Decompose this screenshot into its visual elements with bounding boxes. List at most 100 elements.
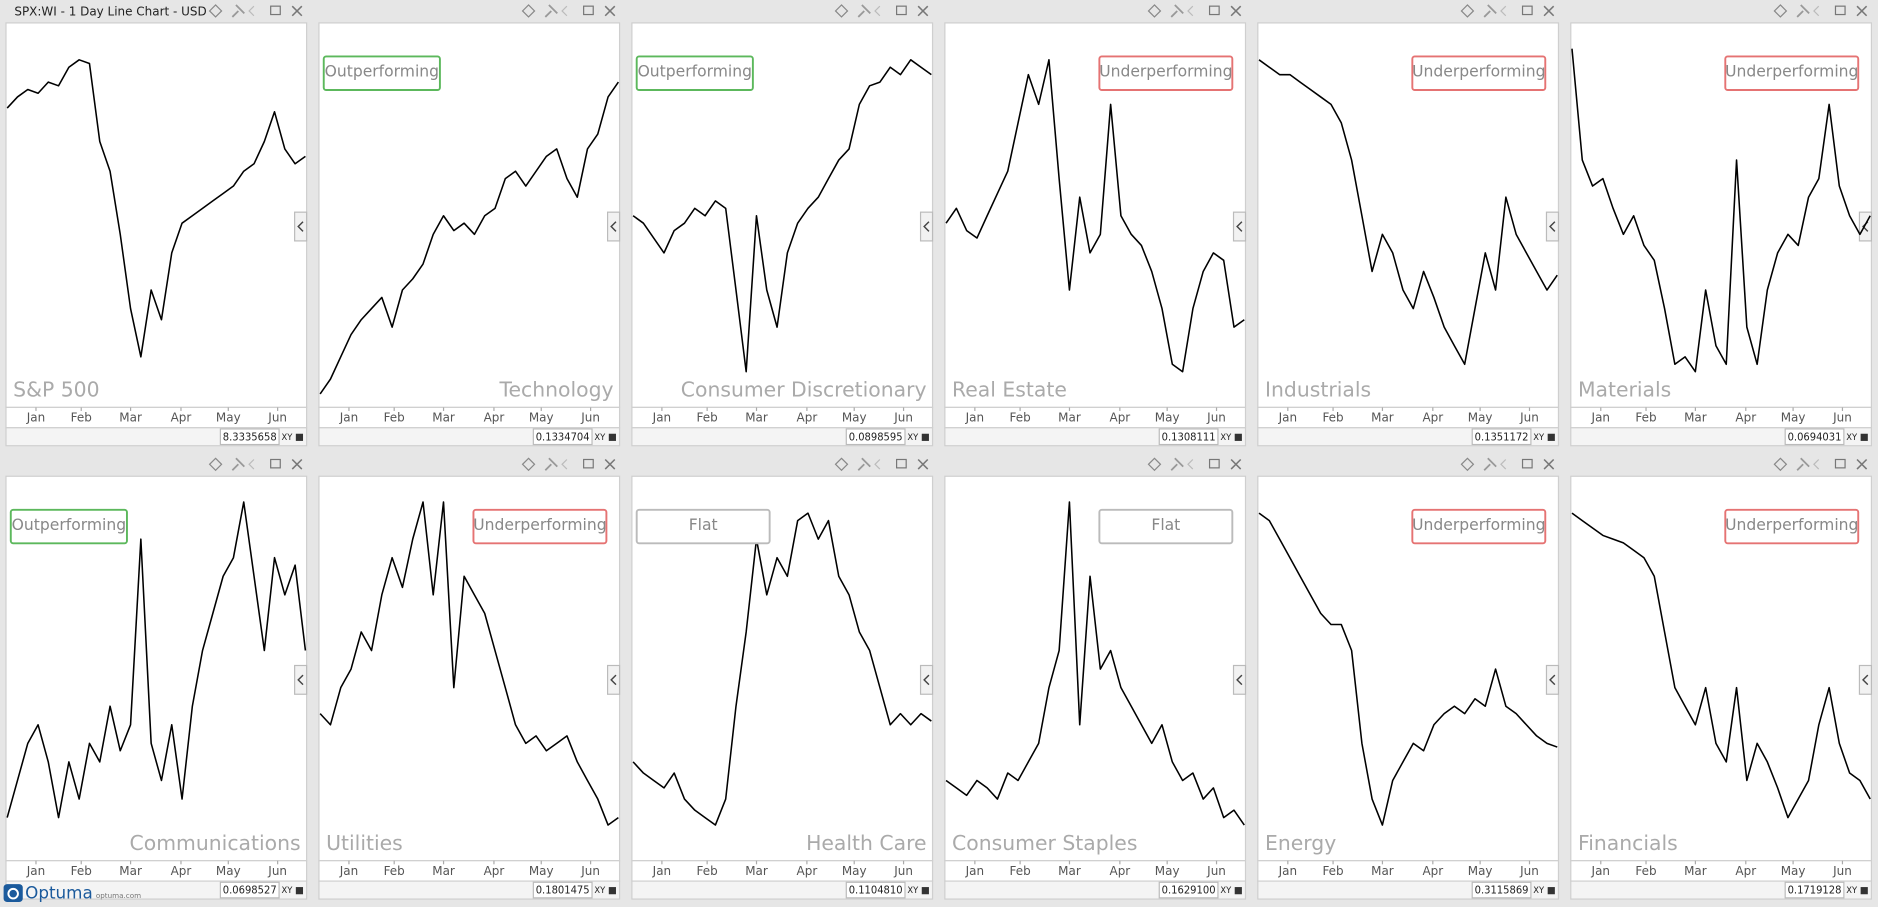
readout-mode[interactable]: XY <box>594 885 606 895</box>
close-icon[interactable] <box>917 458 929 470</box>
lock-icon[interactable] <box>295 887 304 895</box>
maximize-icon[interactable] <box>1208 458 1220 469</box>
maximize-icon[interactable] <box>1834 458 1846 469</box>
pin-icon[interactable] <box>857 457 871 471</box>
arrow-icon[interactable] <box>1187 5 1194 17</box>
diamond-icon[interactable] <box>1773 4 1788 18</box>
pin-icon[interactable] <box>857 4 871 18</box>
arrow-icon[interactable] <box>1813 5 1820 17</box>
maximize-icon[interactable] <box>583 5 594 16</box>
close-icon[interactable] <box>604 458 616 470</box>
lock-icon[interactable] <box>608 433 616 441</box>
diamond-icon[interactable] <box>208 457 223 472</box>
pin-icon[interactable] <box>231 457 245 471</box>
side-tab[interactable] <box>606 664 621 695</box>
maximize-icon[interactable] <box>896 458 907 469</box>
side-tab-arrow[interactable] <box>610 674 617 686</box>
close-icon[interactable] <box>1230 5 1242 17</box>
readout-mode[interactable]: XY <box>594 432 606 442</box>
readout-mode[interactable]: XY <box>907 885 919 895</box>
side-tab[interactable] <box>294 211 308 242</box>
close-icon[interactable] <box>1543 458 1555 470</box>
pin-icon[interactable] <box>544 457 558 471</box>
diamond-icon[interactable] <box>521 4 536 18</box>
arrow-icon[interactable] <box>1500 5 1507 17</box>
close-icon[interactable] <box>917 5 929 17</box>
readout-mode[interactable]: XY <box>1846 432 1858 442</box>
pin-icon[interactable] <box>1796 4 1810 18</box>
arrow-icon[interactable] <box>874 459 881 470</box>
arrow-icon[interactable] <box>1187 459 1194 470</box>
readout-mode[interactable]: XY <box>907 432 919 442</box>
diamond-icon[interactable] <box>1460 4 1475 18</box>
readout-mode[interactable]: XY <box>1220 432 1232 442</box>
pin-icon[interactable] <box>1170 4 1184 18</box>
arrow-icon[interactable] <box>248 5 255 17</box>
diamond-icon[interactable] <box>208 4 223 18</box>
readout-mode[interactable]: XY <box>281 432 293 442</box>
arrow-icon[interactable] <box>248 459 255 470</box>
diamond-icon[interactable] <box>521 457 536 472</box>
lock-icon[interactable] <box>921 433 929 441</box>
diamond-icon[interactable] <box>1773 457 1788 472</box>
side-tab-arrow[interactable] <box>1549 674 1556 686</box>
maximize-icon[interactable] <box>1521 5 1533 16</box>
diamond-icon[interactable] <box>1147 4 1162 18</box>
side-tab[interactable] <box>1858 211 1873 242</box>
arrow-icon[interactable] <box>874 5 881 17</box>
maximize-icon[interactable] <box>896 5 907 16</box>
lock-icon[interactable] <box>1860 887 1868 895</box>
close-icon[interactable] <box>1543 5 1555 17</box>
lock-icon[interactable] <box>921 887 929 895</box>
side-tab[interactable] <box>1545 211 1560 242</box>
side-tab[interactable] <box>919 664 934 695</box>
side-tab-arrow[interactable] <box>610 221 617 232</box>
maximize-icon[interactable] <box>583 458 594 469</box>
diamond-icon[interactable] <box>834 457 849 472</box>
close-icon[interactable] <box>1856 458 1868 470</box>
side-tab-arrow[interactable] <box>923 674 930 686</box>
readout-mode[interactable]: XY <box>1533 432 1545 442</box>
readout-mode[interactable]: XY <box>1533 885 1545 895</box>
close-icon[interactable] <box>291 458 303 470</box>
side-tab[interactable] <box>1232 211 1247 242</box>
arrow-icon[interactable] <box>1813 459 1820 470</box>
lock-icon[interactable] <box>295 433 304 441</box>
arrow-icon[interactable] <box>561 459 568 470</box>
maximize-icon[interactable] <box>1521 458 1533 469</box>
maximize-icon[interactable] <box>270 458 281 469</box>
side-tab-arrow[interactable] <box>1549 221 1556 232</box>
pin-icon[interactable] <box>231 4 245 18</box>
side-tab-arrow[interactable] <box>1236 674 1243 686</box>
side-tab[interactable] <box>606 211 621 242</box>
lock-icon[interactable] <box>1547 887 1555 895</box>
side-tab[interactable] <box>294 664 308 695</box>
close-icon[interactable] <box>1230 458 1242 470</box>
close-icon[interactable] <box>1856 5 1868 17</box>
pin-icon[interactable] <box>1170 457 1184 471</box>
side-tab-arrow[interactable] <box>297 674 304 686</box>
lock-icon[interactable] <box>1234 433 1242 441</box>
readout-mode[interactable]: XY <box>281 885 293 895</box>
arrow-icon[interactable] <box>1500 459 1507 470</box>
side-tab[interactable] <box>1545 664 1560 695</box>
lock-icon[interactable] <box>1547 433 1555 441</box>
close-icon[interactable] <box>291 5 303 17</box>
maximize-icon[interactable] <box>1208 5 1220 16</box>
pin-icon[interactable] <box>544 4 558 18</box>
lock-icon[interactable] <box>608 887 616 895</box>
arrow-icon[interactable] <box>561 5 568 17</box>
side-tab-arrow[interactable] <box>923 221 930 232</box>
diamond-icon[interactable] <box>1147 457 1162 472</box>
side-tab[interactable] <box>1858 664 1873 695</box>
maximize-icon[interactable] <box>1834 5 1846 16</box>
readout-mode[interactable]: XY <box>1846 885 1858 895</box>
side-tab[interactable] <box>919 211 934 242</box>
side-tab-arrow[interactable] <box>1862 674 1869 686</box>
readout-mode[interactable]: XY <box>1220 885 1232 895</box>
diamond-icon[interactable] <box>834 4 849 18</box>
lock-icon[interactable] <box>1234 887 1242 895</box>
diamond-icon[interactable] <box>1460 457 1475 472</box>
maximize-icon[interactable] <box>270 5 281 16</box>
pin-icon[interactable] <box>1796 457 1810 471</box>
